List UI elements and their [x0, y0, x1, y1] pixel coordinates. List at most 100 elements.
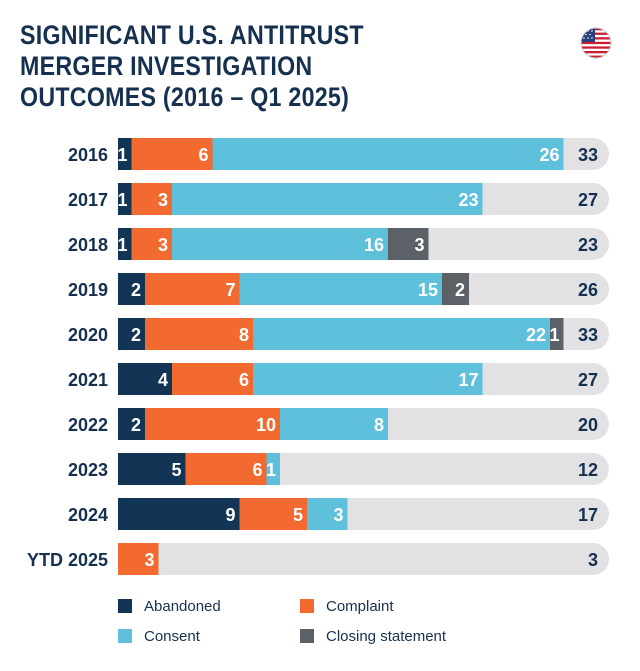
bar-segment-2024-abandoned	[118, 498, 240, 530]
category-label-2019: 2019	[68, 280, 108, 300]
bar-segment-2021-complaint	[172, 363, 253, 395]
total-label-2021: 27	[578, 370, 598, 390]
bar-segment-2016-consent	[212, 138, 564, 170]
legend-item-abandoned: Abandoned	[118, 596, 221, 616]
data-label-2021-consent: 17	[458, 370, 478, 390]
total-label-2016: 33	[578, 145, 598, 165]
legend-item-closing-statement: Closing statement	[300, 626, 446, 646]
data-label-2020-consent: 22	[526, 325, 546, 345]
bar-segment-2022-complaint	[145, 408, 280, 440]
data-label-2018-consent: 16	[364, 235, 384, 255]
bar-segment-2022-abandoned	[118, 408, 145, 440]
chart-title: SIGNIFICANT U.S. ANTITRUST MERGER INVEST…	[20, 20, 364, 113]
data-label-2022-consent: 8	[374, 415, 384, 435]
total-label-ytd-2025: 3	[588, 550, 598, 570]
legend-swatch-consent	[118, 629, 132, 643]
bar-segment-2018-closing-statement	[388, 228, 429, 260]
bar-segment-2018-abandoned	[118, 228, 132, 260]
total-label-2019: 26	[578, 280, 598, 300]
category-label-2022: 2022	[68, 415, 108, 435]
bar-segment-2023-consent	[266, 453, 280, 485]
bar-segment-2021-abandoned	[118, 363, 172, 395]
us-flag-icon	[580, 27, 612, 59]
bar-track-ytd-2025	[118, 543, 609, 575]
bar-segment-2020-closing-statement	[550, 318, 564, 350]
category-label-2017: 2017	[68, 190, 108, 210]
data-label-2019-closing-statement: 2	[455, 280, 465, 300]
category-label-2018: 2018	[68, 235, 108, 255]
data-label-2016-complaint: 6	[198, 145, 208, 165]
bar-segment-2017-consent	[172, 183, 483, 215]
data-label-2023-complaint: 6	[252, 460, 262, 480]
legend-item-complaint: Complaint	[300, 596, 394, 616]
bar-segment-2019-complaint	[145, 273, 240, 305]
data-label-2016-abandoned: 1	[117, 145, 127, 165]
category-label-2016: 2016	[68, 145, 108, 165]
total-label-2018: 23	[578, 235, 598, 255]
chart-title-line-2: MERGER INVESTIGATION	[20, 51, 313, 81]
data-label-2018-complaint: 3	[158, 235, 168, 255]
bar-segment-2024-consent	[307, 498, 348, 530]
data-label-2020-closing-statement: 1	[549, 325, 559, 345]
bar-segment-2017-complaint	[131, 183, 172, 215]
data-label-2019-consent: 15	[418, 280, 438, 300]
legend-swatch-closing-statement	[300, 629, 314, 643]
data-label-2022-complaint: 10	[256, 415, 276, 435]
bar-segment-ytd-2025-complaint	[118, 543, 159, 575]
bar-segment-2016-complaint	[131, 138, 213, 170]
data-label-2017-complaint: 3	[158, 190, 168, 210]
data-label-2024-abandoned: 9	[225, 505, 235, 525]
bar-segment-2020-consent	[253, 318, 550, 350]
bar-segment-2016-abandoned	[118, 138, 132, 170]
total-label-2022: 20	[578, 415, 598, 435]
legend-label-closing-statement: Closing statement	[326, 627, 447, 645]
bar-segment-2020-abandoned	[118, 318, 145, 350]
legend-swatch-complaint	[300, 599, 314, 613]
total-label-2020: 33	[578, 325, 598, 345]
data-label-2017-abandoned: 1	[117, 190, 127, 210]
category-label-2024: 2024	[68, 505, 108, 525]
legend: Abandoned Complaint Consent Closing stat…	[118, 596, 538, 656]
category-label-2020: 2020	[68, 325, 108, 345]
bar-segment-2019-consent	[239, 273, 442, 305]
data-label-2023-consent: 1	[266, 460, 276, 480]
bar-segment-2022-consent	[280, 408, 388, 440]
data-label-2022-abandoned: 2	[131, 415, 141, 435]
total-label-2024: 17	[578, 505, 598, 525]
legend-label-consent: Consent	[144, 627, 200, 645]
bar-segment-2018-consent	[172, 228, 388, 260]
bar-segment-2019-closing-statement	[442, 273, 469, 305]
category-label-2023: 2023	[68, 460, 108, 480]
category-label-ytd-2025: YTD 2025	[27, 550, 108, 570]
bar-segment-2019-abandoned	[118, 273, 145, 305]
data-label-2016-consent: 26	[539, 145, 559, 165]
bar-segment-2021-consent	[253, 363, 483, 395]
total-label-2017: 27	[578, 190, 598, 210]
data-label-2021-complaint: 6	[239, 370, 249, 390]
bar-segment-2024-complaint	[239, 498, 307, 530]
data-label-2024-consent: 3	[333, 505, 343, 525]
legend-item-consent: Consent	[118, 626, 200, 646]
data-label-2020-complaint: 8	[239, 325, 249, 345]
data-label-2019-complaint: 7	[225, 280, 235, 300]
data-label-2019-abandoned: 2	[131, 280, 141, 300]
bar-segment-2023-complaint	[185, 453, 267, 485]
data-label-2018-abandoned: 1	[117, 235, 127, 255]
legend-label-abandoned: Abandoned	[144, 597, 221, 615]
data-label-2021-abandoned: 4	[158, 370, 168, 390]
data-label-2020-abandoned: 2	[131, 325, 141, 345]
data-label-2024-complaint: 5	[293, 505, 303, 525]
data-label-ytd-2025-complaint: 3	[144, 550, 154, 570]
bar-segment-2023-abandoned	[118, 453, 186, 485]
data-label-2017-consent: 23	[458, 190, 478, 210]
bar-segment-2020-complaint	[145, 318, 253, 350]
chart-title-line-1: SIGNIFICANT U.S. ANTITRUST	[20, 20, 364, 50]
category-label-2021: 2021	[68, 370, 108, 390]
total-label-2023: 12	[578, 460, 598, 480]
chart-title-line-3: OUTCOMES (2016 – Q1 2025)	[20, 82, 350, 112]
bar-segment-2018-complaint	[131, 228, 172, 260]
data-label-2023-abandoned: 5	[171, 460, 181, 480]
data-label-2018-closing-statement: 3	[414, 235, 424, 255]
legend-swatch-abandoned	[118, 599, 132, 613]
